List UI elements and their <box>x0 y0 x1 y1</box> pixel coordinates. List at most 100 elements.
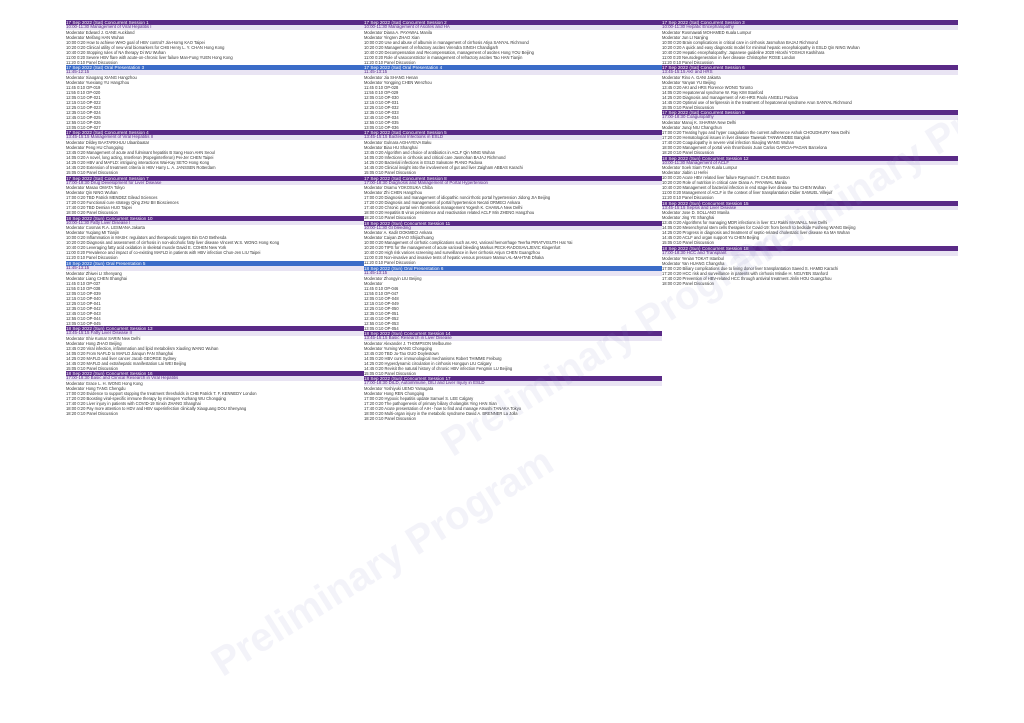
program-row: 12:45 0:10 OP-034 <box>364 114 399 120</box>
session-subheader: 13:45-15:15 Basic Research in Liver Dise… <box>364 336 662 341</box>
program-row: 12:15 0:10 OP-049 <box>364 300 399 306</box>
session-subheader: 10:00-11:30 Management of ACLF <box>662 160 958 166</box>
program-row: 12:25 0:10 OP-023 <box>66 104 101 110</box>
session-subheader: 13:45-15:15 AKI and HRS <box>662 70 958 75</box>
program-row: 12:35 0:10 OP-024 <box>66 109 101 115</box>
program-row: Moderator Yongping CHEN Wenzhou <box>364 79 432 85</box>
program-row: 10:40 0:20 Leveraging fatty acid oxidati… <box>66 245 227 251</box>
program-row: 13:45 0:20 TBD Ju-Tao GUO Doylestown <box>364 350 439 356</box>
session-subheader: 13:45-15:15 Management of Viral Hepatiti… <box>66 135 364 140</box>
program-row: 17:20 0:20 Boosting viral-specific immun… <box>66 396 226 401</box>
program-row: Moderator Xiaogang XIANG Hangzhou <box>66 74 137 80</box>
program-row: 12:35 0:10 OP-033 <box>364 109 399 115</box>
program-row: Moderator Yingren ZHAO Xian <box>364 34 420 40</box>
session-header: 17 Sep 2022 (Sat) Concurrent Session 9 <box>662 110 958 116</box>
session-subheader: 13:45-15:15 Bacterial Infections in ESLD <box>364 135 662 140</box>
program-row: 13:45 0:20 Algorithms for managing MDR i… <box>662 220 828 226</box>
program-row: 10:40 0:20 High risk varices screening a… <box>364 250 540 256</box>
program-row: Moderator Yoshiyuki UENO Yamagata <box>364 386 434 391</box>
program-row: 11:55 0:10 OP-029 <box>364 89 399 95</box>
program-row: 18:00 0:20 Panel Discussion <box>66 210 118 216</box>
program-row: 13:05 0:10 OP-036 <box>364 124 399 130</box>
program-row: 10:20 0:20 Diagnosis and assessment of c… <box>66 240 280 246</box>
program-row: 12:05 0:10 OP-048 <box>364 295 399 301</box>
program-row: 17:40 0:20 Liver injury in patients with… <box>66 401 201 406</box>
program-row: 17:20 0:20 The pathogenesis of primary b… <box>364 401 497 406</box>
program-row: Moderator Jose D. SOLLANO Manila <box>662 210 730 216</box>
program-row: Moderator Junqi NIU Changchun <box>662 125 722 130</box>
program-row: 17:40 0:20 Chronic portal vein thrombosi… <box>364 205 523 211</box>
program-row: 17:00 0:20 Treating hypo and hyper coagu… <box>662 130 850 135</box>
program-row: 17:20 0:20 HCC risk and surveillance in … <box>662 270 828 276</box>
program-row: 11:00 0:20 Non-invasive and invasive tes… <box>364 255 544 261</box>
program-row: 18:00 0:20 Pay more attention to HDV and… <box>66 406 247 411</box>
program-row: 12:55 0:10 OP-026 <box>66 119 101 125</box>
program-page: 17 Sep 2022 (Sat) Concurrent Session 1 10… <box>66 20 958 705</box>
program-row: 15:05 0:10 Panel Discussion <box>364 170 416 175</box>
program-row: Moderator Yan HUANG Changsha <box>662 260 725 266</box>
program-row: Moderator Shiv Kumar SARIN New Delhi <box>66 335 141 341</box>
program-row: Moderator Zhongyin LIU Beijing <box>364 275 422 281</box>
program-row: 12:15 0:10 OP-040 <box>66 295 101 301</box>
program-row: 10:20 0:20 TIPS for the management of ac… <box>364 245 561 251</box>
program-row: 17:00 0:20 Biliary complications due to … <box>662 265 839 271</box>
program-row: 11:20 0:10 Panel Discussion <box>364 260 416 266</box>
program-row: Moderator Soek Siam TAN Kuala Lumpur <box>662 165 738 171</box>
session-subheader: 17:00-18:30 HCC and Transplant <box>662 251 958 256</box>
session-header: 17 Sep 2022 (Sat) Concurrent Session 1 <box>66 20 364 25</box>
session-header: 17 Sep 2022 (Sat) Concurrent Session 5 <box>364 130 662 136</box>
session-subheader: 17:00-18:30 DILD, Autoimmune, DILI and L… <box>364 381 662 386</box>
program-row: 14:45 0:20 Revisit the natural history o… <box>364 365 513 371</box>
program-row: 14:45 0:20 Extension of treatment criter… <box>66 165 216 170</box>
session-subheader: 11:45-13:15 <box>364 271 662 276</box>
program-row: 13:45 0:20 Algorithm and choice of antib… <box>364 150 495 155</box>
session-header: 17 Sep 2022 (Sat) Concurrent Session 7 <box>66 175 364 181</box>
program-row: 12:45 0:10 OP-043 <box>66 310 101 316</box>
program-row: 10:00 0:20 Acute HBV related liver failu… <box>662 175 790 181</box>
program-row: 14:25 0:20 Diagnosis and management of A… <box>662 94 799 100</box>
program-row: 14:25 0:20 HBV and MAFLD: intriguing int… <box>66 160 210 165</box>
program-row: 10:00 0:20 Use and abuse of albumin in m… <box>364 39 529 45</box>
program-row: 14:45 0:20 Clinical insight into the inv… <box>364 165 523 170</box>
session-header: 17 Sep 2022 (Sat) Oral Presentation 3 <box>66 65 364 71</box>
program-row: 11:45 0:10 OP-019 <box>66 84 101 90</box>
program-row: 14:45 0:20 ACLF and organ support Yu CHE… <box>662 235 760 241</box>
program-row: 17:40 0:20 TBD Demian HUO Taipei <box>66 205 132 211</box>
program-row: 17:20 0:20 Functional cure strategy Qing… <box>66 200 179 206</box>
program-row: 17:20 0:20 Hematological issues in liver… <box>662 135 811 140</box>
program-row: 17:20 0:20 Diagnosis and management of p… <box>364 200 521 206</box>
program-row: 13:45 0:20 Management of acute and fulmi… <box>66 150 215 155</box>
program-row: 12:45 0:10 OP-052 <box>364 315 399 321</box>
program-row: Moderator Liang CHEN Shanghai <box>66 275 127 281</box>
program-row: 12:25 0:10 OP-041 <box>66 300 101 306</box>
program-row: 13:45 0:20 Viral infection, inflammation… <box>66 345 219 351</box>
program-row: 11:00 0:20 Management of ACLF in the con… <box>662 190 833 196</box>
program-row: 11:55 0:10 OP-020 <box>66 89 101 95</box>
session-subheader: 17:00-18:30 Drug Development for Liver D… <box>66 180 364 186</box>
program-row: 13:05 0:10 OP-027 <box>66 124 101 130</box>
program-column-1: 17 Sep 2022 (Sat) Concurrent Session 1 10… <box>66 20 364 705</box>
program-row: 10:40 0:20 Decompensation and Recompensa… <box>364 49 534 55</box>
program-row: 11:00 0:20 Severe HBV flare with acute-o… <box>66 54 233 60</box>
program-row: Moderator Edward J. GANE Auckland <box>66 29 135 35</box>
program-row: Moderator Jiabin LI Hefei <box>662 170 708 176</box>
program-row: 14:05 0:20 Hepatorenal syndrome W. Ray K… <box>662 89 764 95</box>
program-row: Moderator Biao HU Shanghai <box>364 145 418 150</box>
program-row: 12:55 0:10 OP-044 <box>66 315 101 321</box>
program-row: 10:20 0:20 Clinical utility of new viral… <box>66 44 225 50</box>
program-row: 14:25 0:20 Progress in diagnosis and tre… <box>662 230 850 236</box>
program-row: 11:20 0:10 Panel Discussion <box>364 59 416 65</box>
program-row: Moderator Grace L. H. WONG Hong Kong <box>66 381 143 386</box>
program-row: 14:45 0:20 Optimal use of terlipressin i… <box>662 99 852 105</box>
session-subheader: 13:45-15:15 Sepsis and Liver Disease <box>662 205 958 211</box>
session-subheader: 10:00-11:30 Fatty Liver Disease I <box>66 220 364 226</box>
program-row: 13:05 0:10 OP-045 <box>66 320 101 326</box>
session-header: 17 Sep 2022 (Sat) Concurrent Session 2 <box>364 20 662 25</box>
program-row: 18:00 0:20 Panel Discussion <box>662 280 714 286</box>
session-subheader: 10:00-11:30 Management of Viral Hepatiti… <box>66 25 364 30</box>
program-row: 18:00 0:20 Multi-organ injury in the met… <box>364 411 518 416</box>
program-row: 12:35 0:10 OP-042 <box>66 305 101 311</box>
program-row: 18:20 0:10 Panel Discussion <box>662 150 714 155</box>
program-row: Moderator Hong ZHAO Beijing <box>66 340 122 346</box>
program-row: 17:40 0:20 Acute presentation of AIH - h… <box>364 406 522 411</box>
